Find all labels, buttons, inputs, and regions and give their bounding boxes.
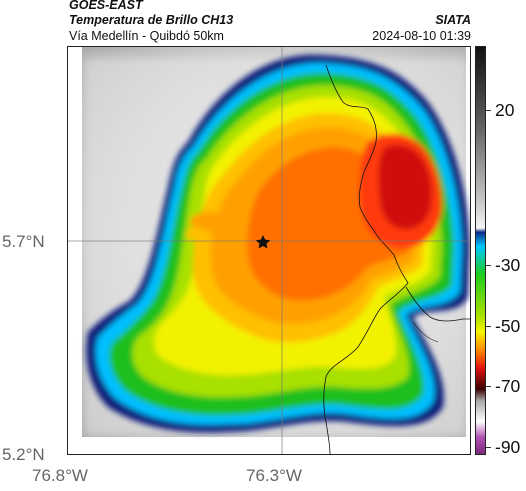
temperature-colorbar <box>475 46 486 455</box>
border-line <box>323 64 409 454</box>
product-title: Temperatura de Brillo CH13 <box>69 13 234 27</box>
colorbar-tick-label: -50 <box>495 316 521 336</box>
colorbar-tick-mark <box>486 447 491 448</box>
colorbar-tick-mark <box>486 326 491 327</box>
cloud-deepred <box>378 144 432 230</box>
organization-label: SIATA <box>435 13 471 27</box>
coast-line <box>405 286 470 322</box>
route-label: Vía Medellín - Quibdó 50km <box>69 29 224 43</box>
colorbar-tick-mark <box>486 386 491 387</box>
colorbar-tick-mark <box>486 265 491 266</box>
river-line <box>412 321 439 343</box>
colorbar-tick-label: -30 <box>495 255 521 275</box>
brightness-temperature-field <box>68 47 470 454</box>
star-icon <box>255 235 271 249</box>
timestamp: 2024-08-10 01:39 <box>372 29 471 43</box>
longitude-tick-label: 76.8°W <box>32 466 88 485</box>
colorbar-tick-label: -90 <box>495 437 521 457</box>
latitude-tick-label: 5.7°N <box>2 232 45 251</box>
latitude-tick-label: 5.2°N <box>2 445 45 464</box>
colorbar-tick-mark <box>486 110 491 111</box>
satellite-map <box>67 46 471 455</box>
longitude-tick-label: 76.3°W <box>246 466 302 485</box>
colorbar-tick-label: -70 <box>495 376 521 396</box>
colorbar-tick-label: 20 <box>495 100 515 120</box>
colorbar-gradient <box>476 47 485 454</box>
satellite-name: GOES-EAST <box>69 0 143 12</box>
